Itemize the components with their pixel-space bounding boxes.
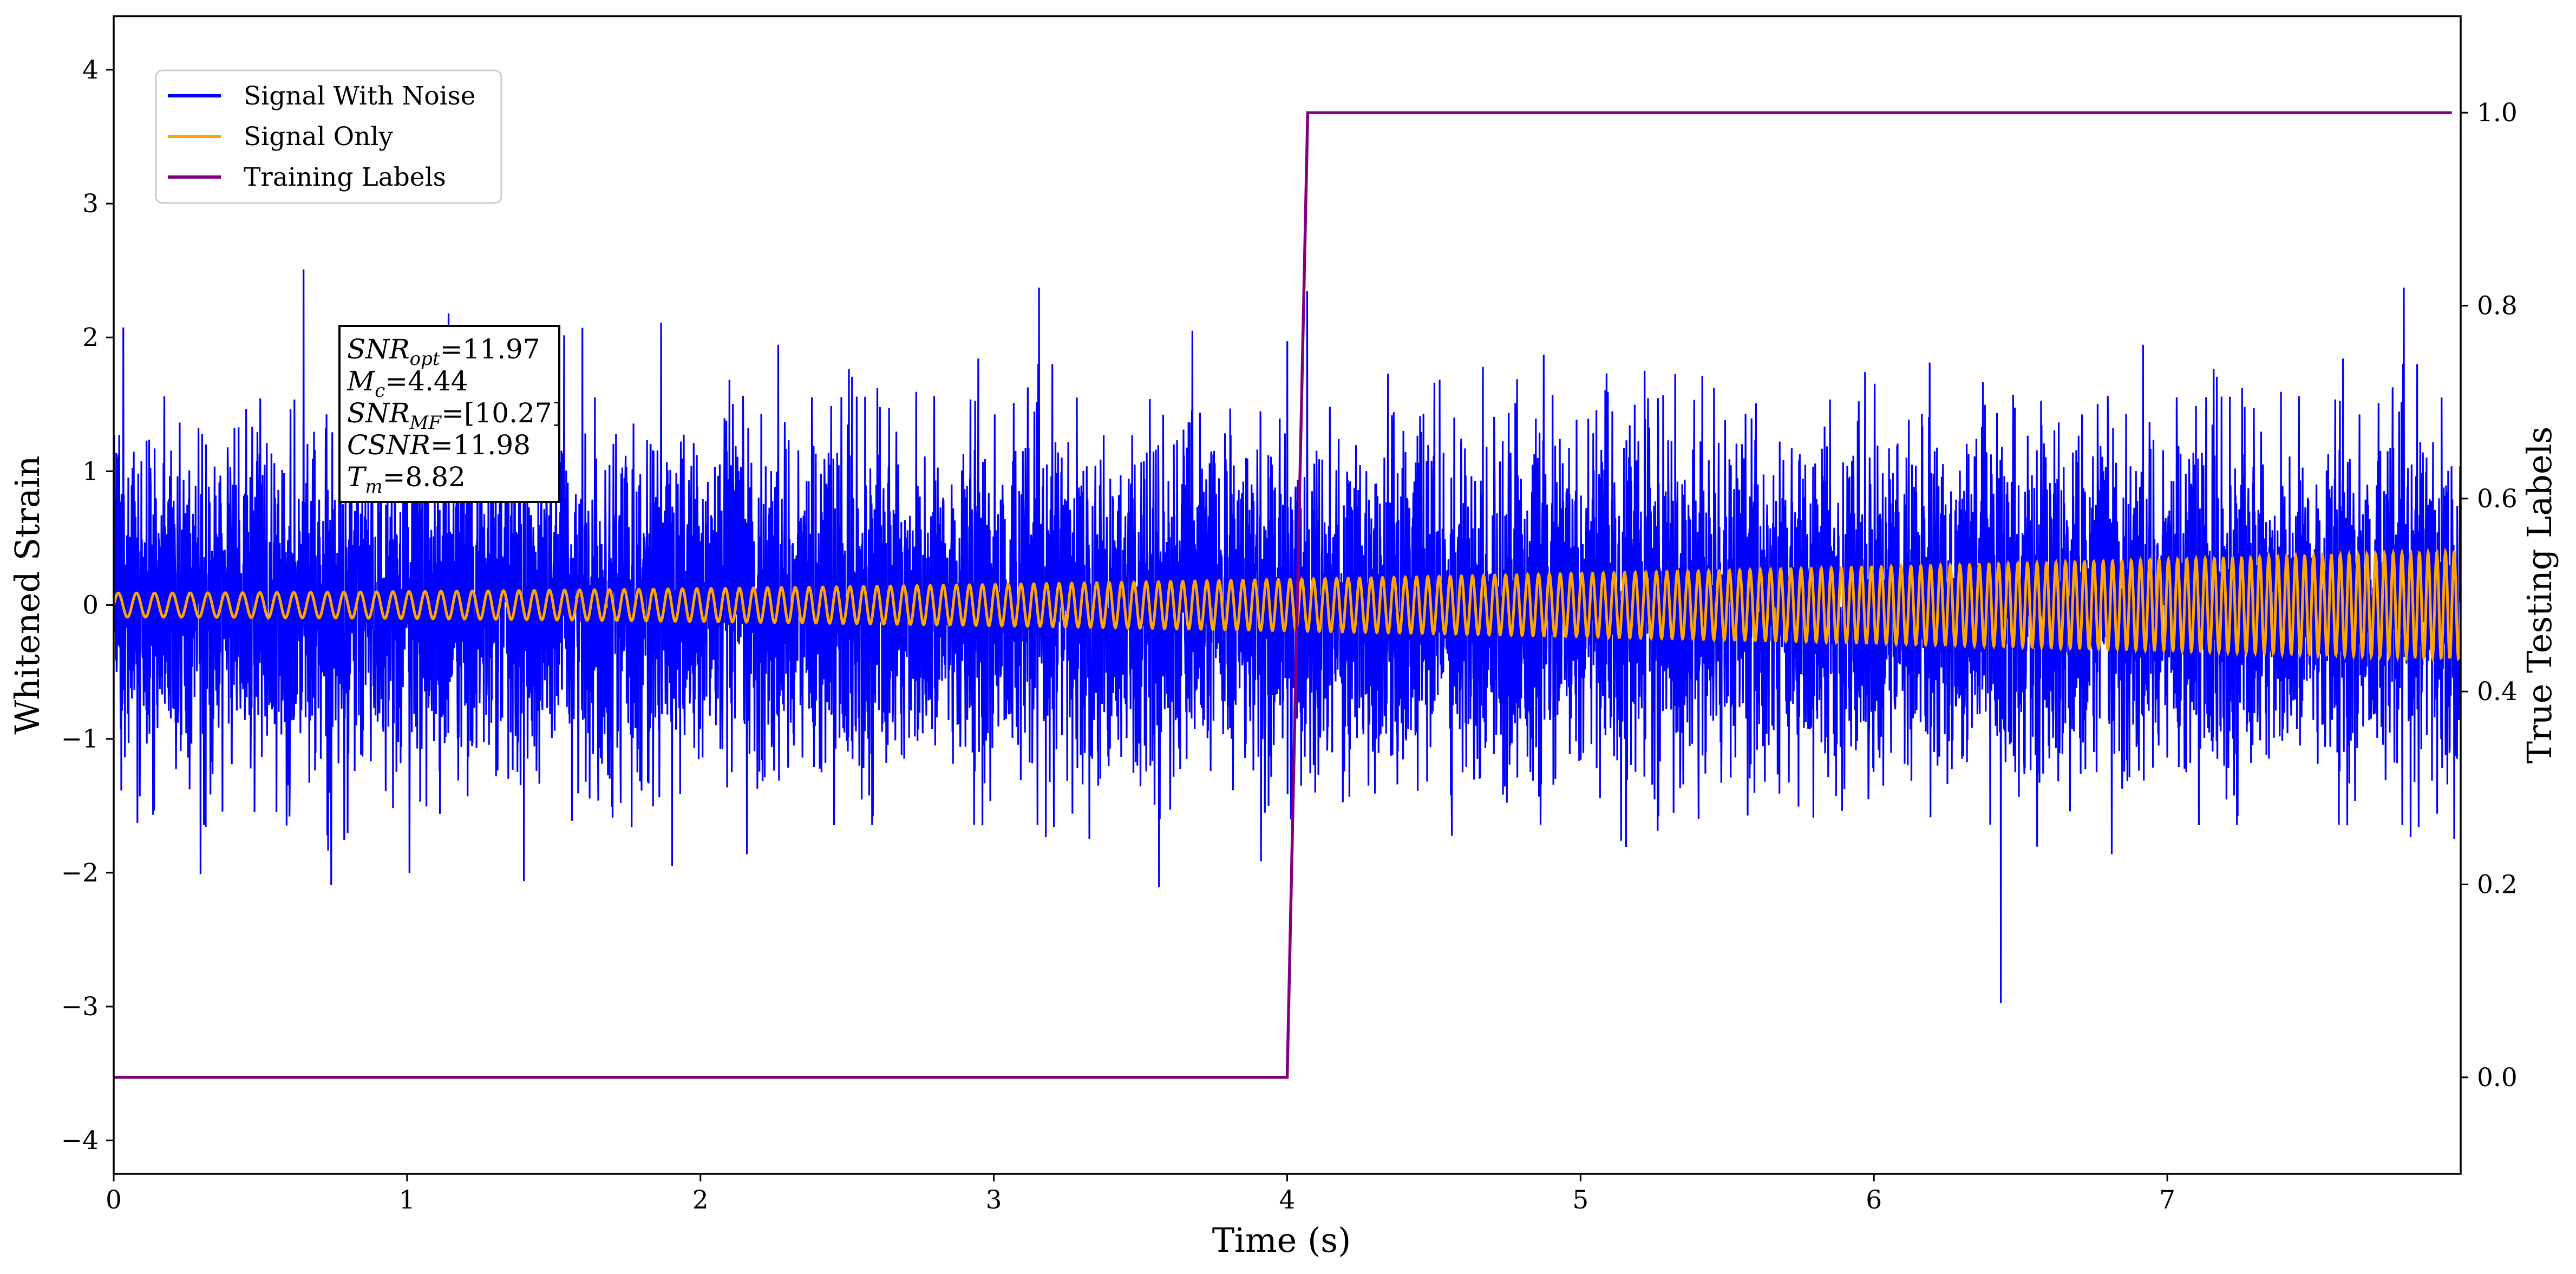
annotation-symbol: SNR	[347, 334, 410, 365]
axes: 0 1 2 3 4 5 6 7 −4 −3 −2 −1 0 1 2 3 4 0.0 0.2 0.4 0.6 0.8 1.0	[61, 55, 2518, 1215]
x-tick-label: 3	[986, 1185, 1002, 1215]
y-tick-label: 1	[82, 456, 99, 486]
annotation-subscript: m	[365, 476, 382, 498]
y2-tick-label: 0.4	[2477, 677, 2518, 707]
y2-axis-title: True Testing Labels	[2520, 427, 2559, 764]
series-line-signal-only	[114, 547, 2461, 663]
legend-box	[155, 69, 502, 204]
y-tick-label: −3	[61, 992, 99, 1022]
y-tick-label: 0	[82, 591, 99, 620]
annotation-symbol: T	[347, 461, 367, 493]
annotation-value: =11.98	[430, 429, 531, 461]
x-tick-label: 2	[692, 1185, 709, 1215]
y-tick-label: −2	[61, 858, 99, 888]
annotation-box: SNRopt=11.97Mc=4.44SNRMF=[10.27]CSNR=11.…	[338, 325, 563, 503]
annotation-value: =11.97	[440, 334, 540, 365]
y-tick-label: 2	[82, 323, 99, 352]
annotation-symbol: M	[346, 365, 376, 397]
y-axis-title: Whitened Strain	[8, 456, 47, 735]
annotation-subscript: opt	[410, 348, 440, 370]
annotation-symbol: CSNR	[347, 429, 430, 461]
annotation-line: SNRopt=11.97	[347, 334, 540, 370]
legend-label: Training Labels	[244, 162, 446, 192]
annotation-frame	[338, 325, 560, 503]
y-tick-label: −1	[61, 724, 99, 754]
annotation-line: Tm=8.82	[347, 461, 466, 498]
legend-label: Signal Only	[244, 122, 393, 152]
annotation-line: CSNR=11.98	[347, 429, 531, 461]
y2-tick-label: 0.2	[2477, 870, 2518, 900]
y2-tick-label: 1.0	[2477, 98, 2518, 128]
annotation-value: =[10.27]	[441, 397, 563, 429]
x-tick-label: 1	[399, 1185, 415, 1215]
y-tick-label: 3	[82, 189, 99, 219]
x-tick-label: 0	[106, 1185, 122, 1215]
legend-label: Signal With Noise	[244, 81, 476, 111]
annotation-value: =4.44	[385, 365, 468, 397]
series-line-training-labels	[114, 111, 2452, 1079]
y2-tick-label: 0.6	[2477, 484, 2518, 514]
plot-series	[114, 111, 2461, 1079]
annotation-symbol: SNR	[347, 397, 410, 429]
annotation-line: SNRMF=[10.27]	[347, 397, 563, 434]
annotation-line: Mc=4.44	[346, 365, 468, 402]
x-tick-label: 7	[2159, 1185, 2175, 1215]
legend: Signal With Noise Signal Only Training Lab…	[155, 69, 502, 204]
x-tick-label: 6	[1866, 1185, 1882, 1215]
y2-tick-label: 0.0	[2477, 1063, 2518, 1093]
y2-tick-label: 0.8	[2477, 291, 2518, 321]
y-tick-label: −4	[61, 1126, 99, 1155]
annotation-subscript: MF	[409, 412, 442, 434]
annotation-subscript: c	[375, 380, 385, 402]
y-tick-label: 4	[82, 55, 99, 85]
x-axis-title: Time (s)	[1212, 1220, 1351, 1260]
annotation-value: =8.82	[383, 461, 466, 493]
x-tick-label: 4	[1279, 1185, 1296, 1215]
x-tick-label: 5	[1572, 1185, 1588, 1215]
series-line-signal-with-noise	[114, 269, 2461, 1003]
